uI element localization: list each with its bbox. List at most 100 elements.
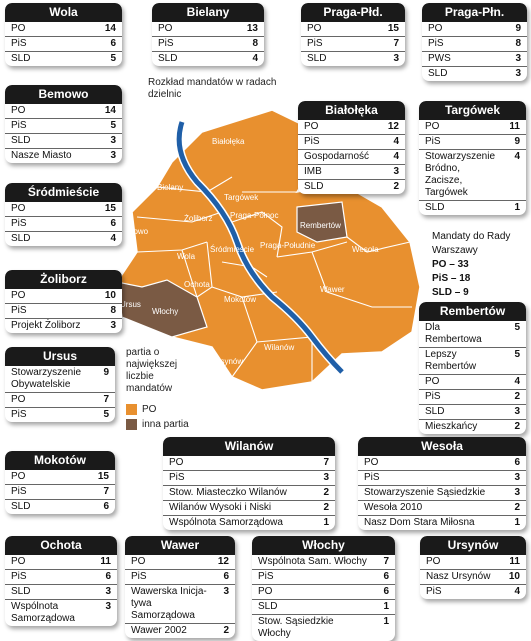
party-row: PiS 6 bbox=[5, 217, 122, 232]
map-label: Wola bbox=[177, 252, 196, 261]
party-name: PiS bbox=[11, 305, 27, 316]
party-name: Wesoła 2010 bbox=[364, 502, 423, 513]
seat-count: 1 bbox=[514, 202, 520, 213]
district-title: Praga-Płn. bbox=[422, 3, 527, 22]
party-row: SLD 4 bbox=[152, 52, 264, 66]
district-box-praga-pld: Praga-Płd. PO 15 PiS 7 SLD 3 bbox=[301, 3, 405, 66]
party-row: Wesoła 2010 2 bbox=[358, 501, 526, 516]
district-box-wola: Wola PO 14 PiS 6 SLD 5 bbox=[5, 3, 122, 66]
party-row: PiS 9 bbox=[419, 135, 526, 150]
seat-count: 9 bbox=[515, 23, 521, 34]
seat-count: 15 bbox=[97, 471, 109, 482]
party-name: SLD bbox=[258, 601, 278, 612]
district-box-srodmiescie: Śródmieście PO 15 PiS 6 SLD 4 bbox=[5, 183, 122, 246]
party-name: SLD bbox=[425, 406, 445, 417]
party-name: SLD bbox=[304, 181, 324, 192]
seat-count: 3 bbox=[393, 166, 399, 177]
party-row: SLD 1 bbox=[252, 600, 395, 615]
seat-count: 4 bbox=[110, 233, 116, 244]
party-row: Stowarzyszenie Sąsiedzkie 3 bbox=[358, 486, 526, 501]
seat-count: 7 bbox=[103, 486, 109, 497]
district-box-wilanow: Wilanów PO 7 PiS 3 Stow. Miasteczko Wilanów 2 W… bbox=[163, 437, 335, 530]
map-label: Białołęka bbox=[212, 137, 245, 146]
district-box-rembertow: Rembertów Dla Rembertowa 5 Lepszy Rembertów… bbox=[419, 302, 526, 434]
party-name: Nasz Dom Stara Miłosna bbox=[364, 517, 475, 528]
district-title: Bemowo bbox=[5, 85, 122, 104]
party-name: PO bbox=[11, 105, 26, 116]
seat-count: 1 bbox=[323, 517, 329, 528]
party-row: Wspólnota Sam. Włochy 7 bbox=[252, 555, 395, 570]
seat-count: 3 bbox=[223, 586, 229, 597]
district-title: Wilanów bbox=[163, 437, 335, 456]
party-row: SLD 6 bbox=[5, 500, 115, 514]
district-box-ursynow: Ursynów PO 11 Nasz Ursynów 10 PiS 4 bbox=[420, 536, 526, 599]
party-name: PiS bbox=[11, 218, 27, 229]
seat-count: 7 bbox=[383, 556, 389, 567]
party-row: PiS 8 bbox=[422, 37, 527, 52]
party-row: PO 14 bbox=[5, 22, 122, 37]
party-row: SLD 3 bbox=[5, 585, 117, 600]
map-district-ursus-wlochy bbox=[116, 279, 208, 338]
party-name: IMB bbox=[304, 166, 322, 177]
party-row: Gospodarność 4 bbox=[298, 150, 405, 165]
party-row: SLD 5 bbox=[5, 52, 122, 66]
seat-count: 3 bbox=[105, 586, 111, 597]
district-box-ursus: Ursus Stowarzyszenie Obywatelskie 9 PO 7 PiS 5 bbox=[5, 347, 115, 422]
party-name: PiS bbox=[258, 571, 274, 582]
map-label: Ochota bbox=[184, 280, 210, 289]
seat-count: 1 bbox=[383, 601, 389, 612]
party-row: Lepszy Rembertów 5 bbox=[419, 348, 526, 375]
party-row: PO 14 bbox=[5, 104, 122, 119]
party-row: PiS 7 bbox=[5, 485, 115, 500]
party-row: PiS 8 bbox=[152, 37, 264, 52]
district-title: Ursynów bbox=[420, 536, 526, 555]
seat-count: 2 bbox=[393, 181, 399, 192]
seat-count: 11 bbox=[509, 121, 520, 132]
party-name: PiS bbox=[428, 38, 444, 49]
map-label: Praga-Południe bbox=[260, 241, 316, 250]
party-name: PO bbox=[11, 290, 26, 301]
party-name: PO bbox=[258, 586, 273, 597]
party-row: PiS 5 bbox=[5, 408, 115, 422]
seat-count: 3 bbox=[105, 601, 111, 612]
district-title: Śródmieście bbox=[5, 183, 122, 202]
party-name: Wawerska Inicja-tywa Samorządowa bbox=[131, 586, 207, 621]
seat-count: 6 bbox=[223, 571, 229, 582]
party-row: PO 13 bbox=[152, 22, 264, 37]
party-name: Dla Rembertowa bbox=[425, 322, 482, 345]
seat-count: 6 bbox=[110, 38, 116, 49]
district-title: Ochota bbox=[5, 536, 117, 555]
party-row: PiS 6 bbox=[5, 570, 117, 585]
seat-count: 3 bbox=[393, 53, 399, 64]
party-row: PiS 6 bbox=[5, 37, 122, 52]
seat-count: 3 bbox=[110, 320, 116, 331]
seat-count: 2 bbox=[514, 391, 520, 402]
map-label: Praga-Północ bbox=[230, 211, 278, 220]
party-name: Nasz Ursynów bbox=[426, 571, 491, 582]
party-name: PiS bbox=[158, 38, 174, 49]
seat-count: 11 bbox=[509, 556, 520, 567]
party-row: PO 12 bbox=[125, 555, 235, 570]
party-row: PO 12 bbox=[298, 120, 405, 135]
district-title: Wesoła bbox=[358, 437, 526, 456]
mandates-pis: PiS – 18 bbox=[432, 273, 471, 284]
party-row: Wawerska Inicja-tywa Samorządowa 3 bbox=[125, 585, 235, 624]
party-row: Mieszkańcy 2 bbox=[419, 420, 526, 434]
seat-count: 8 bbox=[110, 305, 116, 316]
party-row: PO 6 bbox=[358, 456, 526, 471]
district-box-wawer: Wawer PO 12 PiS 6 Wawerska Inicja-tywa Samorz… bbox=[125, 536, 235, 638]
party-name: PiS bbox=[364, 472, 380, 483]
seat-count: 5 bbox=[514, 322, 520, 333]
map-label: Bielany bbox=[157, 183, 183, 192]
party-name: PO bbox=[131, 556, 146, 567]
party-row: PO 10 bbox=[5, 289, 122, 304]
seat-count: 2 bbox=[323, 502, 329, 513]
party-name: PiS bbox=[11, 571, 27, 582]
district-box-targowek: Targówek PO 11 PiS 9 Stowarzyszenie Bródno, Z… bbox=[419, 101, 526, 215]
party-row: Wawer 2002 2 bbox=[125, 624, 235, 638]
map-caption: Rozkład mandatów w radach dzielnic bbox=[148, 77, 277, 100]
map-label: Włochy bbox=[152, 307, 178, 316]
seat-count: 3 bbox=[514, 406, 520, 417]
seat-count: 10 bbox=[508, 571, 520, 582]
seat-count: 13 bbox=[246, 23, 258, 34]
